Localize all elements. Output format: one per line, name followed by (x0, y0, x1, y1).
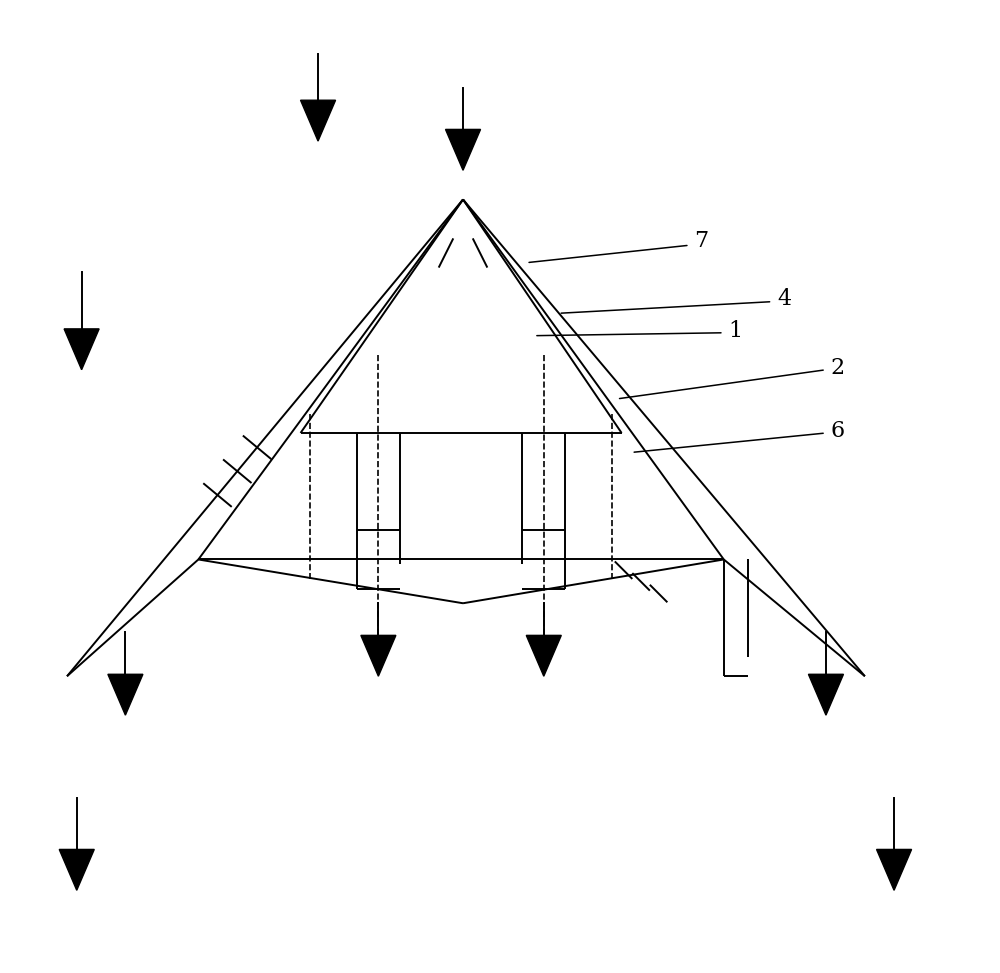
Polygon shape (526, 635, 561, 676)
Polygon shape (446, 129, 481, 170)
Polygon shape (108, 674, 143, 715)
Text: 7: 7 (695, 231, 709, 252)
Polygon shape (64, 329, 99, 370)
Polygon shape (59, 849, 94, 890)
Polygon shape (301, 100, 336, 141)
Text: 6: 6 (831, 420, 845, 442)
Text: 2: 2 (831, 357, 845, 378)
Text: 1: 1 (729, 320, 743, 342)
Polygon shape (808, 674, 843, 715)
Polygon shape (361, 635, 396, 676)
Polygon shape (877, 849, 912, 890)
Text: 4: 4 (777, 288, 791, 309)
